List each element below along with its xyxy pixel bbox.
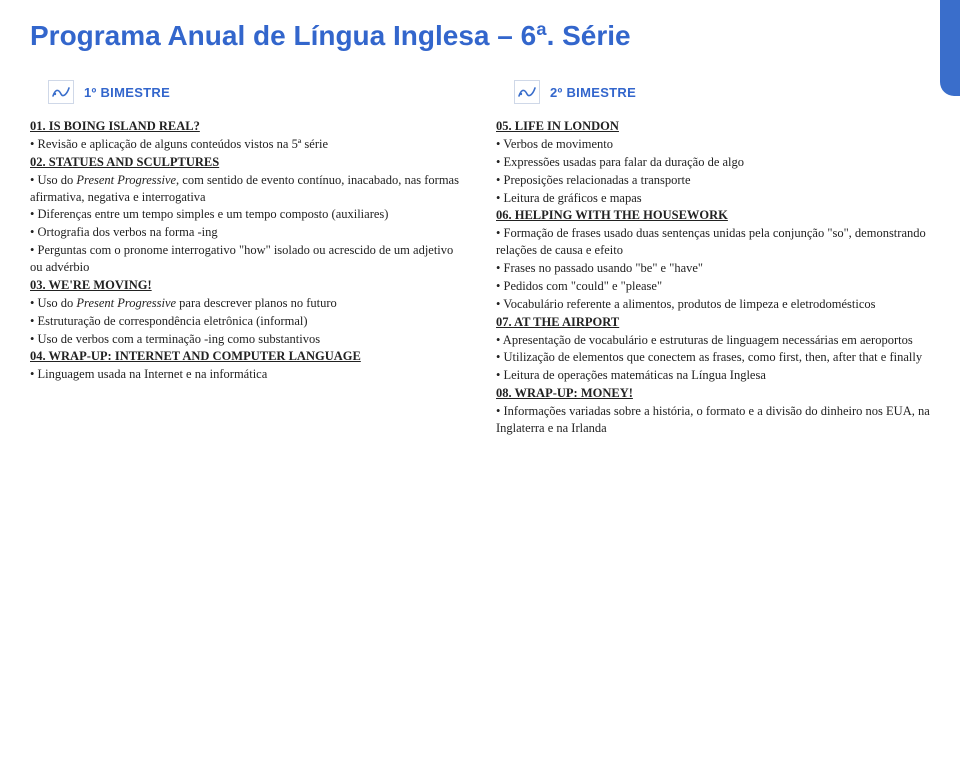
text-fragment: • Uso do: [30, 173, 76, 187]
content-line: • Vocabulário referente a alimentos, pro…: [496, 296, 930, 313]
section-title: 03. WE'RE MOVING!: [30, 278, 152, 292]
content-line: • Informações variadas sobre a história,…: [496, 403, 930, 437]
content-line: • Pedidos com "could" e "please": [496, 278, 930, 295]
section-title: 08. WRAP-UP: MONEY!: [496, 386, 633, 400]
italic-term: Present Progressive: [76, 173, 176, 187]
content-line: • Leitura de gráficos e mapas: [496, 190, 930, 207]
content-line: • Utilização de elementos que conectem a…: [496, 349, 930, 366]
content-line: • Uso de verbos com a terminação -ing co…: [30, 331, 464, 348]
columns-container: 1º BIMESTRE 01. IS BOING ISLAND REAL? • …: [30, 80, 930, 438]
content-line: • Revisão e aplicação de alguns conteúdo…: [30, 136, 464, 153]
section-title: 06. HELPING WITH THE HOUSEWORK: [496, 208, 728, 222]
right-rail-decor: [940, 0, 960, 96]
text-fragment: para descrever planos no futuro: [176, 296, 337, 310]
bimestre-1-header: 1º BIMESTRE: [48, 80, 464, 104]
content-line: • Frases no passado usando "be" e "have": [496, 260, 930, 277]
column-bimestre-1: 1º BIMESTRE 01. IS BOING ISLAND REAL? • …: [30, 80, 464, 438]
content-line: • Linguagem usada na Internet e na infor…: [30, 366, 464, 383]
content-line: • Perguntas com o pronome interrogativo …: [30, 242, 464, 276]
page-title: Programa Anual de Língua Inglesa – 6ª. S…: [30, 20, 930, 52]
content-line: • Apresentação de vocabulário e estrutur…: [496, 332, 930, 349]
content-line: • Uso do Present Progressive, com sentid…: [30, 172, 464, 206]
content-line: • Formação de frases usado duas sentença…: [496, 225, 930, 259]
section-title: 04. WRAP-UP: INTERNET AND COMPUTER LANGU…: [30, 349, 361, 363]
content-line: • Uso do Present Progressive para descre…: [30, 295, 464, 312]
section-title: 05. LIFE IN LONDON: [496, 119, 619, 133]
content-line: • Ortografia dos verbos na forma -ing: [30, 224, 464, 241]
content-line: • Estruturação de correspondência eletrô…: [30, 313, 464, 330]
ornament-icon: [48, 80, 74, 104]
section-title: 02. STATUES AND SCULPTURES: [30, 155, 219, 169]
section-title: 01. IS BOING ISLAND REAL?: [30, 119, 200, 133]
bimestre-1-content: 01. IS BOING ISLAND REAL? • Revisão e ap…: [30, 118, 464, 383]
bimestre-2-content: 05. LIFE IN LONDON • Verbos de movimento…: [496, 118, 930, 437]
section-title: 07. AT THE AIRPORT: [496, 315, 619, 329]
column-bimestre-2: 2º BIMESTRE 05. LIFE IN LONDON • Verbos …: [496, 80, 930, 438]
italic-term: Present Progressive: [76, 296, 176, 310]
bimestre-2-label: 2º BIMESTRE: [550, 85, 636, 100]
bimestre-2-header: 2º BIMESTRE: [514, 80, 930, 104]
content-line: • Preposições relacionadas a transporte: [496, 172, 930, 189]
content-line: • Leitura de operações matemáticas na Lí…: [496, 367, 930, 384]
content-line: • Diferenças entre um tempo simples e um…: [30, 206, 464, 223]
content-line: • Verbos de movimento: [496, 136, 930, 153]
text-fragment: • Uso do: [30, 296, 76, 310]
content-line: • Expressões usadas para falar da duraçã…: [496, 154, 930, 171]
bimestre-1-label: 1º BIMESTRE: [84, 85, 170, 100]
ornament-icon: [514, 80, 540, 104]
